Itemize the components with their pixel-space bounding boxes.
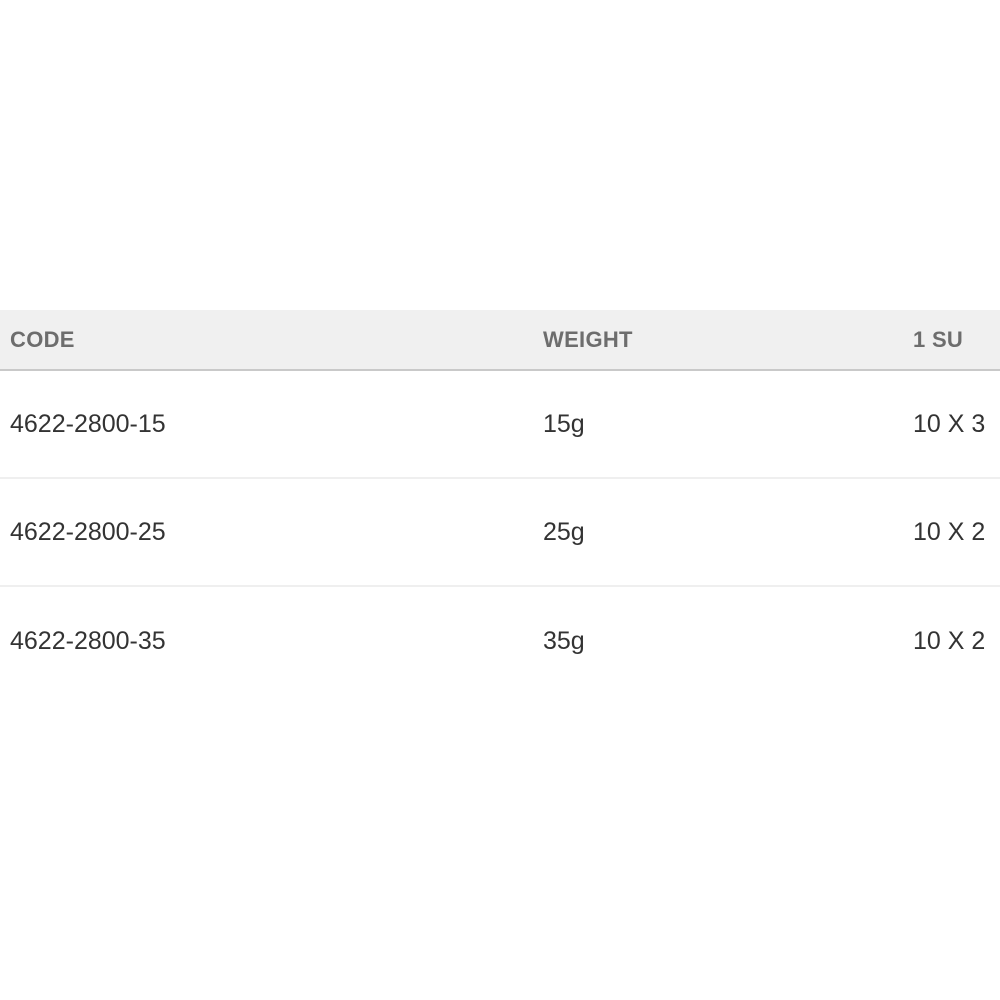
column-header-1su: 1 SU xyxy=(913,326,964,352)
table-row: 4622-2800-35 35g 10 X 2 xyxy=(0,587,1000,695)
table-row: 4622-2800-25 25g 10 X 2 xyxy=(0,479,1000,587)
cell-weight: 25g xyxy=(543,517,585,546)
cell-su: 10 X 2 xyxy=(913,626,986,655)
cell-weight: 35g xyxy=(543,626,585,655)
table-header-row: CODE WEIGHT 1 SU xyxy=(0,310,1000,371)
column-header-code: CODE xyxy=(10,326,75,352)
cell-code: 4622-2800-35 xyxy=(10,626,166,655)
table-row: 4622-2800-15 15g 10 X 3 xyxy=(0,371,1000,479)
cell-su: 10 X 3 xyxy=(913,409,986,438)
product-spec-table: CODE WEIGHT 1 SU 4622-2800-15 15g 10 X 3… xyxy=(0,310,1000,695)
column-header-weight: WEIGHT xyxy=(543,326,633,352)
cell-code: 4622-2800-15 xyxy=(10,409,166,438)
cell-su: 10 X 2 xyxy=(913,517,986,546)
cell-weight: 15g xyxy=(543,409,585,438)
cell-code: 4622-2800-25 xyxy=(10,517,166,546)
